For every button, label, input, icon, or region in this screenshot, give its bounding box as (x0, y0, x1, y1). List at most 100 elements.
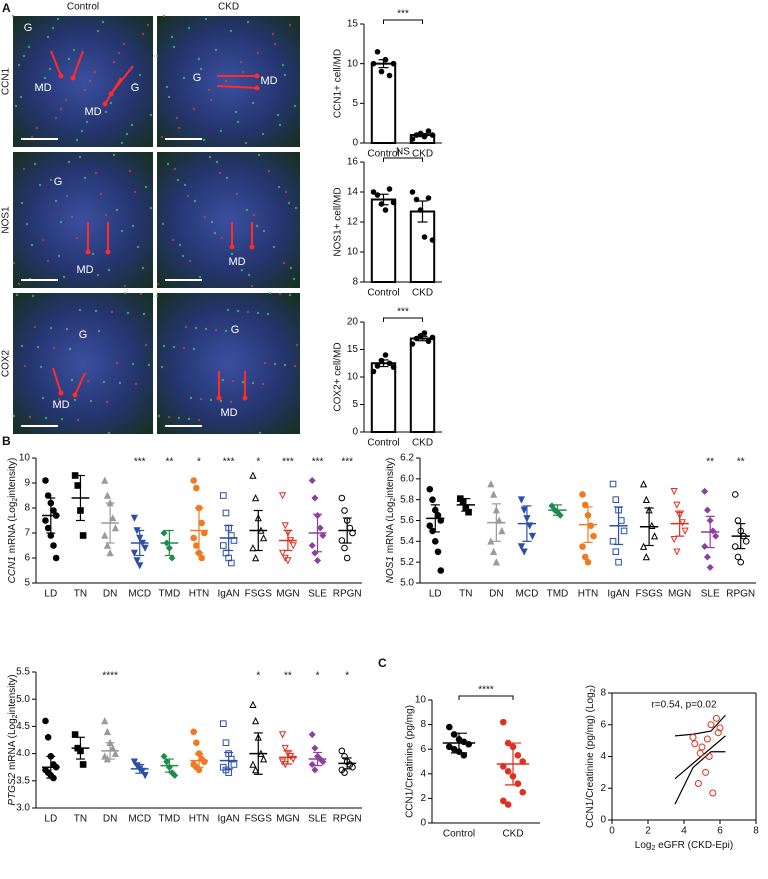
y-tick-label: 15 (347, 19, 359, 30)
point (609, 538, 617, 545)
tissue-speck (207, 88, 211, 92)
tissue-speck (78, 308, 82, 312)
point (308, 731, 316, 739)
significance-bracket (383, 317, 423, 322)
significance-bracket (458, 695, 514, 700)
tissue-speck (250, 284, 254, 288)
tissue-speck (202, 138, 206, 142)
micrograph (157, 152, 300, 288)
y-tick-label: 0 (352, 138, 358, 149)
point (374, 192, 381, 198)
point (349, 763, 356, 771)
structure-label: G (131, 82, 140, 94)
point (228, 559, 235, 567)
point (696, 749, 704, 757)
tissue-speck (147, 363, 151, 367)
tissue-speck (49, 178, 53, 182)
point (517, 496, 526, 504)
tissue-speck (115, 361, 119, 365)
tissue-speck (218, 171, 222, 175)
tissue-speck (186, 194, 190, 198)
y-tick-label: 16 (347, 157, 359, 168)
tissue-speck (57, 254, 61, 258)
x-tick-label: FSGS (245, 589, 273, 600)
y-tick-label: 3.5 (16, 775, 30, 786)
tissue-speck (161, 222, 165, 226)
significance: ** (284, 671, 292, 682)
tissue-speck (70, 378, 74, 382)
point (642, 553, 650, 561)
point (670, 535, 678, 544)
point (249, 544, 257, 552)
significance: * (345, 671, 349, 682)
tissue-speck (65, 327, 69, 331)
label-part: CCN1/Creatinine (pg/mg) (Log (585, 692, 596, 828)
tissue-speck (293, 364, 297, 368)
tissue-speck (56, 17, 60, 21)
tissue-speck (104, 110, 108, 114)
label-part: 2 (390, 498, 397, 502)
x-tick-label: 0 (609, 826, 615, 837)
tissue-speck (231, 379, 235, 383)
tissue-speck (59, 107, 63, 111)
tissue-speck (60, 417, 64, 421)
point (490, 490, 498, 498)
arrow-head (105, 249, 111, 255)
point (639, 542, 648, 550)
point (528, 532, 537, 541)
tissue-speck (22, 54, 26, 58)
point (193, 542, 200, 549)
point (79, 761, 87, 768)
tissue-speck (67, 57, 71, 61)
point (220, 542, 227, 549)
tissue-speck (23, 364, 27, 368)
y-tick-label: 5 (24, 578, 30, 589)
point (579, 543, 586, 550)
point (338, 494, 346, 502)
fit-line (674, 714, 726, 737)
point (712, 532, 720, 540)
point (670, 488, 678, 496)
tissue-speck (72, 48, 76, 52)
tissue-speck (194, 326, 198, 330)
tissue-speck (17, 63, 21, 67)
point (311, 766, 319, 774)
tissue-speck (294, 206, 298, 210)
point (111, 749, 120, 757)
point (429, 237, 436, 243)
point (190, 534, 197, 542)
point (434, 548, 442, 556)
point (42, 717, 49, 725)
point (421, 234, 428, 240)
point (642, 495, 650, 503)
y-tick-label: 4 (600, 751, 606, 762)
label-part: ) (585, 685, 596, 688)
point (386, 360, 393, 367)
x-tick-label: DN (103, 814, 117, 825)
y-tick-label: 9 (24, 478, 30, 489)
tissue-speck (284, 190, 288, 194)
point (259, 534, 268, 542)
tissue-speck (139, 292, 143, 296)
point (370, 60, 377, 67)
x-tick-label: CKD (412, 149, 433, 160)
tissue-speck (115, 208, 119, 212)
structure-label: MD (52, 399, 69, 411)
point (193, 484, 200, 492)
point (103, 491, 112, 499)
point (343, 554, 351, 562)
tissue-speck (204, 327, 208, 331)
point (251, 717, 260, 725)
x-tick-label: TN (459, 589, 472, 600)
point (103, 727, 112, 736)
tissue-speck (267, 169, 271, 173)
x-tick-label: MGN (276, 814, 299, 825)
tissue-speck (187, 26, 191, 30)
x-tick-label: RPGN (333, 814, 362, 825)
tissue-speck (213, 231, 217, 235)
tissue-speck (44, 416, 48, 420)
tissue-speck (52, 346, 56, 350)
tissue-speck (235, 192, 239, 196)
tissue-speck (272, 245, 276, 249)
point (378, 201, 385, 207)
